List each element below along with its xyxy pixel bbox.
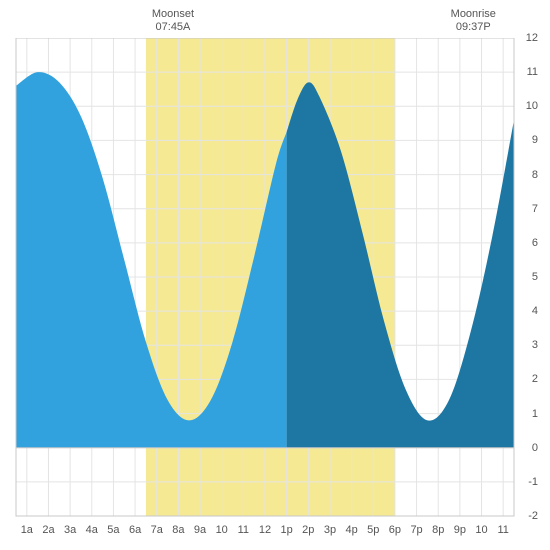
y-tick-label: 1 xyxy=(518,408,538,420)
y-tick-label: -1 xyxy=(518,476,538,488)
x-tick-label: 1a xyxy=(21,524,33,536)
x-tick-label: 3a xyxy=(64,524,76,536)
x-tick-label: 8a xyxy=(172,524,184,536)
x-tick-label: 12 xyxy=(259,524,271,536)
y-tick-label: 4 xyxy=(518,305,538,317)
x-tick-label: 3p xyxy=(324,524,336,536)
x-tick-label: 8p xyxy=(432,524,444,536)
x-tick-label: 5a xyxy=(107,524,119,536)
x-tick-label: 9p xyxy=(454,524,466,536)
y-tick-label: 7 xyxy=(518,203,538,215)
x-tick-label: 9a xyxy=(194,524,206,536)
y-tick-label: 6 xyxy=(518,237,538,249)
y-tick-label: 5 xyxy=(518,271,538,283)
y-tick-label: 9 xyxy=(518,134,538,146)
chart-canvas xyxy=(8,38,542,520)
tide-chart: Moonset07:45A Moonrise09:37P 1a 2a 3a 4a 5a 6a… xyxy=(8,8,542,538)
x-tick-label: 11 xyxy=(497,524,508,536)
y-tick-label: 11 xyxy=(518,66,538,78)
x-tick-label: 4a xyxy=(86,524,98,536)
headers: Moonset07:45A Moonrise09:37P xyxy=(8,8,542,38)
x-tick-label: 2a xyxy=(42,524,54,536)
x-tick-label: 7p xyxy=(410,524,422,536)
y-tick-label: 12 xyxy=(518,32,538,44)
x-tick-label: 10 xyxy=(216,524,228,536)
y-tick-label: 2 xyxy=(518,373,538,385)
x-tick-label: 11 xyxy=(238,524,249,536)
y-tick-label: 10 xyxy=(518,100,538,112)
x-tick-label: 1p xyxy=(281,524,293,536)
x-tick-label: 2p xyxy=(302,524,314,536)
y-tick-label: 8 xyxy=(518,169,538,181)
x-tick-label: 5p xyxy=(367,524,379,536)
moonset-header: Moonset07:45A xyxy=(152,8,194,34)
x-tick-label: 6p xyxy=(389,524,401,536)
x-tick-label: 4p xyxy=(345,524,357,536)
moonrise-header: Moonrise09:37P xyxy=(451,8,496,34)
x-tick-label: 6a xyxy=(129,524,141,536)
y-tick-label: 3 xyxy=(518,339,538,351)
y-tick-label: -2 xyxy=(518,510,538,522)
x-tick-label: 7a xyxy=(151,524,163,536)
x-axis-labels: 1a 2a 3a 4a 5a 6a 7a 8a 9a 10 11 12 1p 2p 3p 4p 5p 6p 7p 8p… xyxy=(8,520,542,538)
y-tick-label: 0 xyxy=(518,442,538,454)
x-tick-label: 10 xyxy=(475,524,487,536)
